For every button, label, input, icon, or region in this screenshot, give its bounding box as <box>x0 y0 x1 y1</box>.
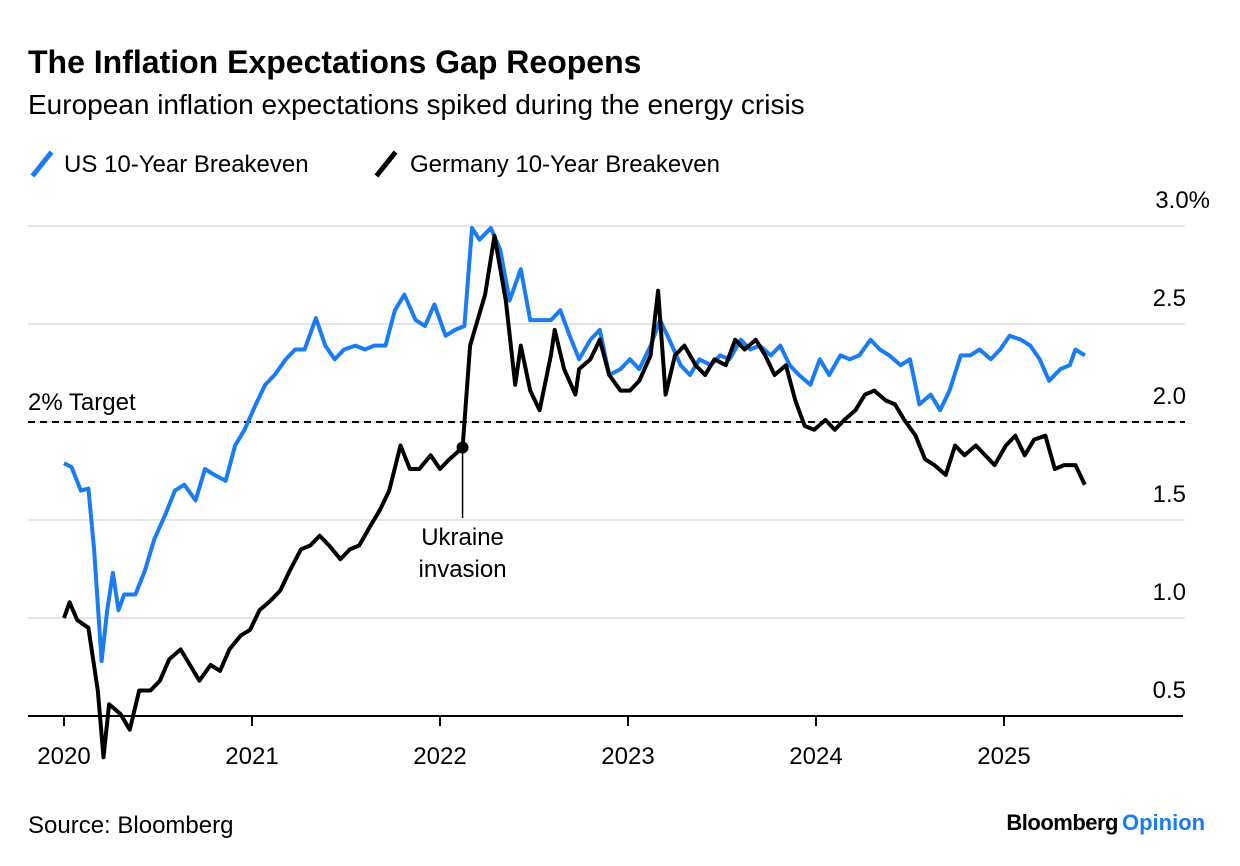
logo-bloomberg: Bloomberg <box>1006 810 1118 835</box>
target-label: 2% Target <box>28 389 136 416</box>
annotation-marker <box>456 441 469 454</box>
x-tick-label: 2020 <box>37 743 90 770</box>
annotation-ukraine: Ukraine invasion <box>419 441 507 583</box>
legend: US 10-Year Breakeven Germany 10-Year Bre… <box>30 150 720 178</box>
x-tick-label: 2025 <box>977 743 1030 770</box>
y-tick-label: 1.0 <box>1153 579 1186 606</box>
y-axis: 3.0% 2.5 2.0 1.5 1.0 0.5 <box>1153 187 1210 704</box>
series-line-germany <box>62 233 1087 760</box>
y-tick-label: 0.5 <box>1153 677 1186 704</box>
bloomberg-opinion-logo: Bloomberg Opinion <box>1006 810 1205 835</box>
legend-swatch-us <box>30 150 54 178</box>
y-tick-label: 1.5 <box>1153 481 1186 508</box>
x-tick-label: 2024 <box>789 743 842 770</box>
logo-opinion: Opinion <box>1122 810 1205 835</box>
chart-title: The Inflation Expectations Gap Reopens <box>28 44 641 80</box>
legend-swatch-germany <box>374 150 398 178</box>
annotation-text-line2: invasion <box>419 556 507 583</box>
x-tick-label: 2023 <box>601 743 654 770</box>
series-line-us <box>63 226 1086 664</box>
y-tick-label: 2.5 <box>1153 285 1186 312</box>
x-tick-label: 2022 <box>413 743 466 770</box>
x-tick-label: 2021 <box>225 743 278 770</box>
source-note: Source: Bloomberg <box>28 812 233 839</box>
legend-label-germany: Germany 10-Year Breakeven <box>410 151 720 178</box>
legend-label-us: US 10-Year Breakeven <box>64 151 309 178</box>
annotation-text-line1: Ukraine <box>421 524 504 551</box>
x-axis: 2020 2021 2022 2023 2024 2025 <box>28 715 1183 770</box>
y-tick-label: 2.0 <box>1153 383 1186 410</box>
chart-subtitle: European inflation expectations spiked d… <box>28 89 805 120</box>
y-tick-label: 3.0% <box>1155 187 1210 214</box>
